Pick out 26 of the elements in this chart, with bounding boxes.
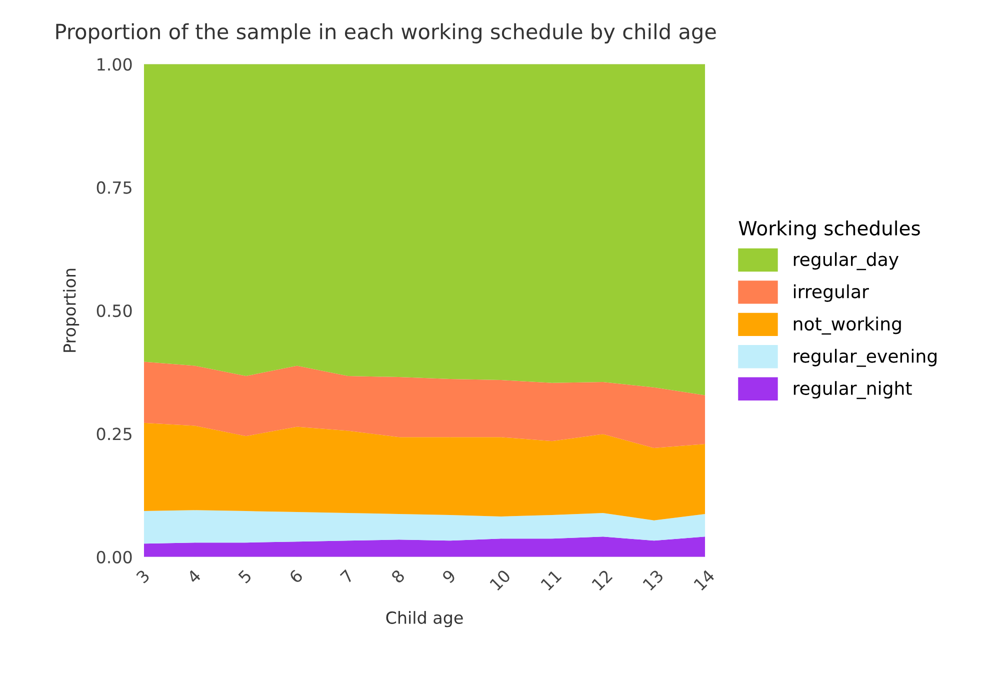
y-tick-label: 0.50 [96,304,132,318]
x-tick-label: 3 [136,569,150,584]
chart-title: Proportion of the sample in each working schedule by child age [56,23,716,44]
x-tick-label: 7 [340,569,354,584]
y-tick-label: 0.00 [96,550,132,564]
legend-title: Working schedules [738,220,920,240]
legend-label: regular_day [794,252,899,270]
x-tick-label: 5 [238,569,252,584]
x-tick-label: 12 [591,569,613,591]
x-axis-title: Child age [386,611,463,628]
x-tick-label: 14 [693,569,716,591]
x-tick-label: 8 [390,569,406,584]
x-tick-label: 9 [442,569,456,584]
legend-label: irregular [794,284,869,302]
legend-label: not_working [794,316,901,335]
x-tick-label: 6 [288,568,304,584]
y-axis-title: Proportion [62,268,80,352]
legend-label: regular_evening [794,348,936,367]
legend-label: regular_night [794,381,912,400]
y-tick-label: 0.75 [96,181,132,194]
x-tick-label: 10 [489,568,512,591]
y-tick-label: 0.25 [96,428,132,440]
x-tick-label: 11 [540,569,562,591]
x-tick-label: 13 [642,569,664,591]
x-tick-label: 4 [186,569,202,584]
y-tick-label: 1.00 [98,58,132,71]
